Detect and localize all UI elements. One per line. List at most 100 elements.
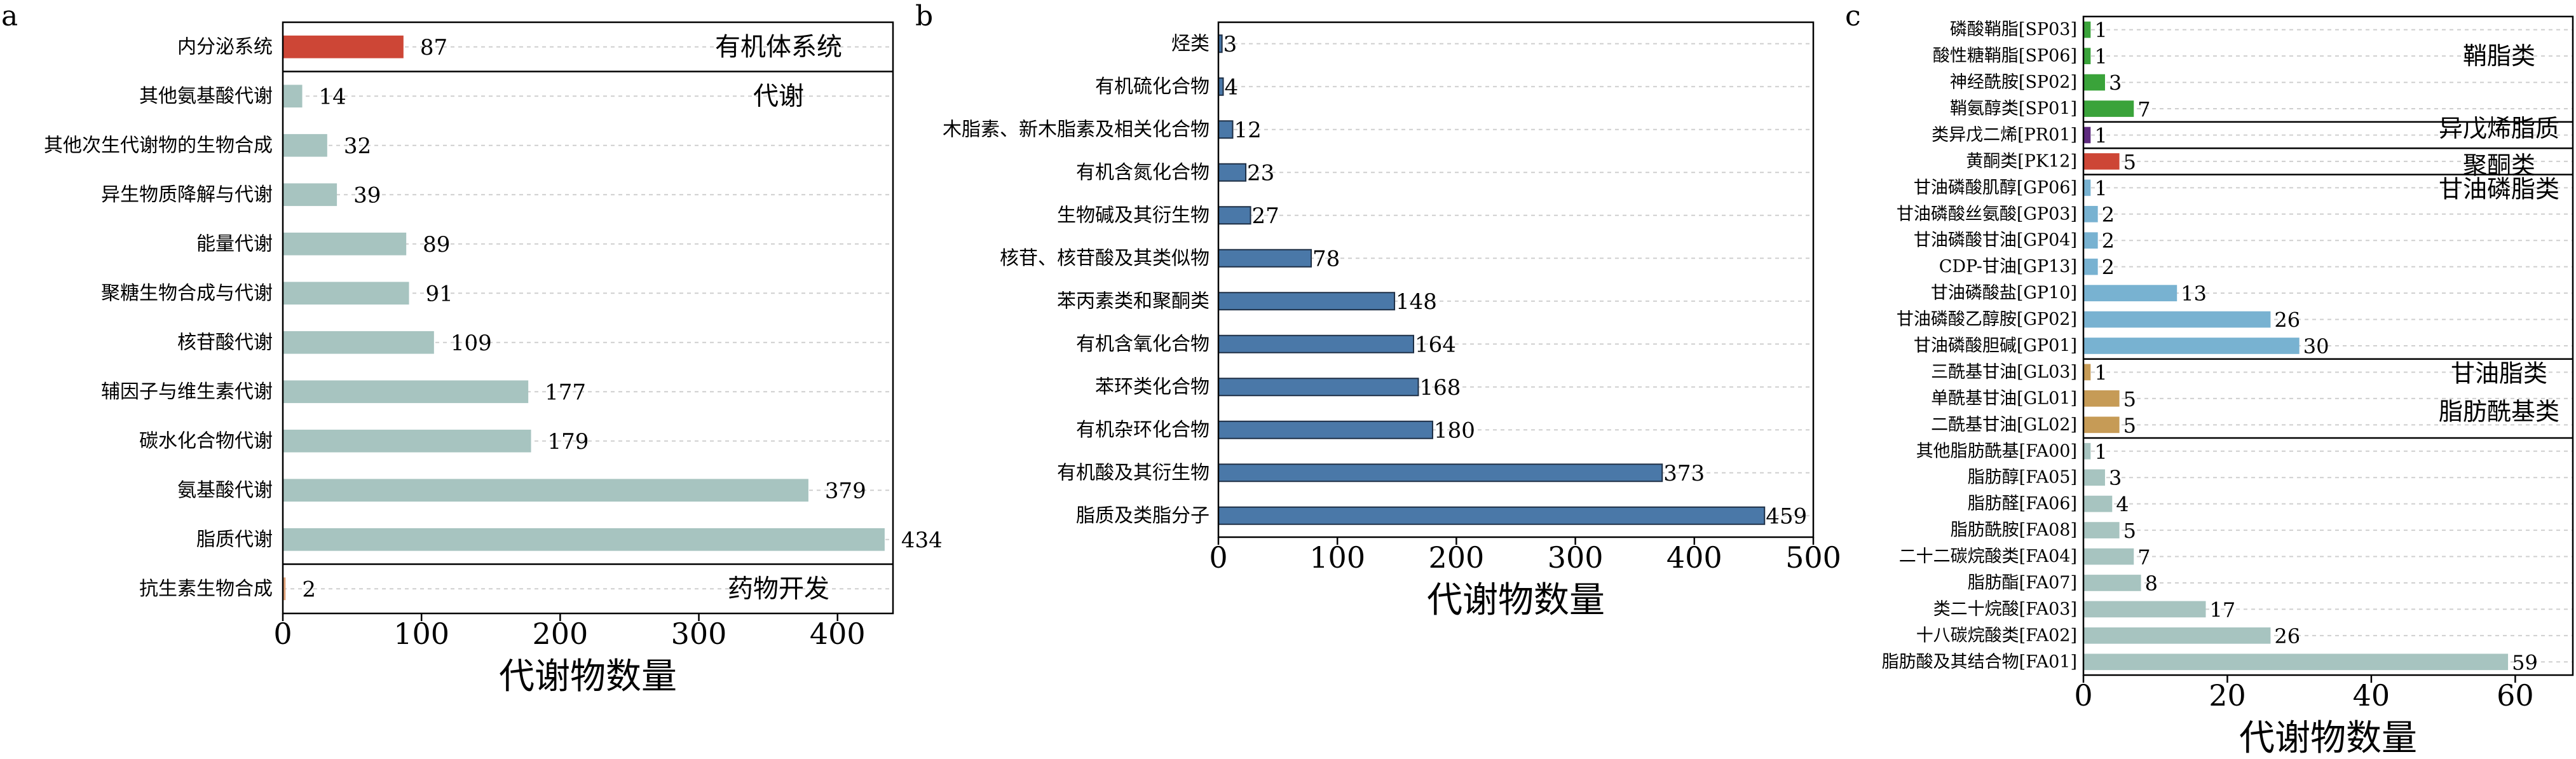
chart-b-value-label: 4: [1224, 74, 1238, 100]
chart-a-value-label: 87: [420, 35, 447, 60]
chart-c-category-label: 甘油磷酸丝氨酸[GP03]: [1897, 204, 2077, 224]
chart-b-bar: [1218, 163, 1247, 182]
chart-a-bar: [283, 232, 407, 256]
chart-c-category-label: 单酰基甘油[GL01]: [1931, 388, 2077, 408]
chart-c-value-label: 4: [2116, 493, 2129, 517]
chart-a-x-tick-label: 400: [810, 617, 866, 651]
chart-b-category-label: 有机硫化合物: [1095, 76, 1210, 98]
panel-c: c 磷酸鞘脂[SP03] 1 酸性糖鞘脂[SP06] 1 神经酰胺[SP02] 3 鞘氨醇类[…: [1845, 0, 2574, 759]
chart-a-category-label: 抗生素生物合成: [139, 578, 273, 600]
chart-c-value-label: 3: [2109, 466, 2122, 490]
chart-b-bar: [1218, 120, 1234, 139]
chart-b-x-tick-label: 400: [1666, 540, 1722, 575]
chart-a-value-label: 89: [423, 232, 450, 257]
chart-c-frame: [2082, 15, 2574, 676]
chart-c-value-label: 3: [2109, 71, 2122, 95]
chart-b-category-label: 有机含氮化合物: [1076, 161, 1210, 184]
chart-c-value-label: 1: [2094, 123, 2107, 147]
chart-a-bar: [283, 85, 303, 108]
chart-a-bar: [283, 35, 404, 58]
chart-a-value-label: 91: [426, 281, 453, 306]
chart-b-category-label: 生物碱及其衍生物: [1057, 204, 1210, 226]
chart-c-category-label: 三酰基甘油[GL03]: [1931, 362, 2077, 382]
chart-b-value-label: 3: [1223, 32, 1237, 57]
chart-c-value-label: 13: [2181, 282, 2207, 306]
chart-c-bar: [2083, 311, 2271, 328]
chart-a-category-label: 内分泌系统: [177, 36, 273, 58]
chart-b-category-label: 有机酸及其衍生物: [1057, 462, 1210, 484]
chart-c-value-label: 1: [2094, 44, 2107, 69]
chart-c-category-label: 神经酰胺[SP02]: [1950, 72, 2077, 92]
chart-b-bar: [1218, 463, 1663, 482]
chart-c-value-label: 2: [2102, 256, 2115, 280]
chart-c-category-label: 十八碳烷酸类[FA02]: [1916, 626, 2077, 645]
chart-c-bar: [2083, 469, 2105, 486]
chart-a-value-label: 179: [548, 429, 589, 455]
chart-c-value-label: 5: [2123, 387, 2136, 411]
chart-a-bar: [283, 331, 434, 354]
chart-c-group-label: 异戊烯脂质: [2439, 114, 2559, 142]
chart-a-category-label: 辅因子与维生素代谢: [101, 381, 273, 403]
chart-b-x-tick-label: 200: [1428, 540, 1484, 575]
chart-a-x-tick-label: 200: [532, 617, 588, 651]
chart-c-value-label: 1: [2094, 176, 2107, 200]
chart-c-value-label: 5: [2123, 519, 2136, 543]
chart-a-value-label: 434: [901, 528, 943, 553]
chart-c-bar: [2083, 601, 2206, 618]
chart-c-x-tick-label: 60: [2497, 678, 2534, 713]
chart-c-value-label: 1: [2094, 18, 2107, 43]
chart-a-panel-letter: a: [1, 0, 18, 32]
chart-b-bar: [1218, 206, 1251, 225]
chart-a-bar: [283, 577, 286, 601]
chart-b-bar: [1218, 334, 1415, 353]
chart-a-category-label: 其他氨基酸代谢: [139, 85, 273, 107]
chart-c-bar: [2083, 548, 2134, 565]
chart-b-value-label: 148: [1396, 289, 1437, 315]
chart-c-bar: [2083, 364, 2091, 381]
chart-c-category-label: 酸性糖鞘脂[SP06]: [1933, 46, 2077, 66]
chart-c-group-label: 鞘脂类: [2463, 42, 2535, 70]
chart-a-bar: [283, 380, 529, 404]
chart-c-value-label: 2: [2102, 203, 2115, 227]
chart-c-category-label: 二十二碳烷酸类[FA04]: [1899, 547, 2077, 566]
chart-a-category-label: 聚糖生物合成与代谢: [101, 282, 273, 304]
chart-b-value-label: 23: [1247, 160, 1274, 186]
chart-c-bar: [2083, 48, 2091, 65]
chart-b-bar: [1218, 378, 1419, 397]
chart-a-group-label: 有机体系统: [715, 32, 842, 62]
chart-c-value-label: 5: [2123, 150, 2136, 174]
chart-a-x-tick-label: 0: [273, 617, 292, 651]
chart-b-bar: [1218, 420, 1433, 439]
chart-c-x-tick-label: 0: [2074, 678, 2092, 713]
chart-b-category-label: 脂质及类脂分子: [1076, 505, 1210, 527]
chart-c-bar: [2083, 258, 2098, 275]
chart-c-group-label: 甘油磷脂类: [2439, 175, 2559, 203]
chart-c-category-label: 类异戊二烯[PR01]: [1932, 125, 2077, 145]
chart-c-bar: [2083, 74, 2105, 91]
chart-c-bar: [2083, 390, 2120, 407]
chart-c-category-label: CDP-甘油[GP13]: [1939, 257, 2077, 277]
chart-c-bar: [2083, 338, 2300, 354]
chart-a-bar: [283, 479, 808, 502]
chart-b-category-label: 烃类: [1171, 32, 1210, 55]
chart-c-category-label: 脂肪酯[FA07]: [1968, 573, 2077, 592]
chart-c-category-label: 黄酮类[PK12]: [1966, 151, 2077, 171]
chart-a-x-axis-label: 代谢物数量: [499, 656, 677, 697]
chart-c-value-label: 2: [2102, 229, 2115, 253]
chart-c-bar: [2083, 522, 2120, 538]
chart-c-category-label: 甘油磷酸胆碱[GP01]: [1914, 336, 2077, 356]
chart-c-value-label: 5: [2123, 413, 2136, 437]
chart-a-group-label: 代谢: [753, 81, 804, 111]
chart-b-category-label: 木脂素、新木脂素及相关化合物: [943, 118, 1210, 140]
chart-c-bar: [2083, 126, 2091, 144]
chart-c-category-label: 鞘氨醇类[SP01]: [1950, 99, 2077, 119]
chart-c-x-tick-label: 40: [2353, 678, 2390, 713]
chart-c-group-label: 脂肪酰基类: [2439, 398, 2559, 426]
chart-a-bar: [283, 133, 327, 157]
chart-a-category-label: 异生物质降解与代谢: [101, 184, 273, 206]
chart-b-value-label: 373: [1663, 461, 1705, 486]
chart-c-value-label: 7: [2137, 97, 2150, 121]
chart-a-bar: [283, 183, 337, 207]
chart-b-category-label: 有机含氧化合物: [1076, 333, 1210, 355]
chart-c-bar: [2083, 179, 2091, 196]
